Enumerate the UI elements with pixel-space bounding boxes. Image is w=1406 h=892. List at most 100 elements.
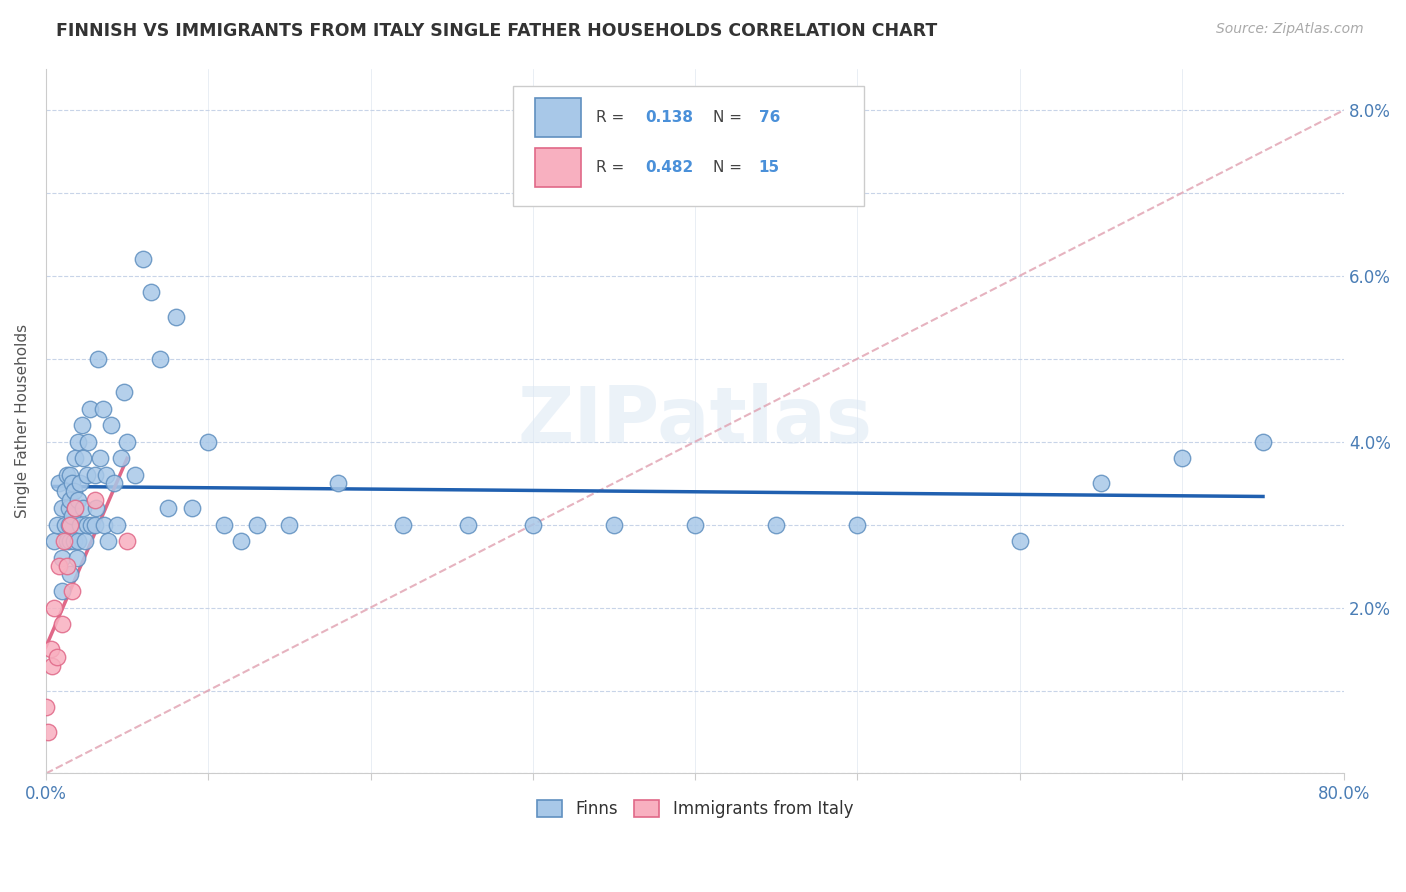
- Point: [63, 501, 86, 516]
- Point: [58, 501, 80, 516]
- Point: [110, 451, 132, 466]
- Point: [1171, 451, 1194, 466]
- Text: 15: 15: [759, 160, 780, 175]
- Text: N =: N =: [713, 160, 747, 175]
- Point: [603, 517, 626, 532]
- Point: [124, 467, 146, 482]
- Point: [70, 418, 93, 433]
- Point: [100, 418, 122, 433]
- Point: [59, 467, 82, 482]
- Point: [148, 351, 170, 366]
- Point: [392, 517, 415, 532]
- Point: [846, 517, 869, 532]
- Point: [73, 534, 96, 549]
- Point: [79, 401, 101, 416]
- Point: [60, 509, 83, 524]
- Point: [60, 476, 83, 491]
- Point: [83, 492, 105, 507]
- Point: [103, 476, 125, 491]
- Text: FINNISH VS IMMIGRANTS FROM ITALY SINGLE FATHER HOUSEHOLDS CORRELATION CHART: FINNISH VS IMMIGRANTS FROM ITALY SINGLE …: [56, 22, 938, 40]
- Point: [326, 476, 349, 491]
- Point: [51, 501, 73, 516]
- Point: [55, 517, 77, 532]
- Point: [67, 492, 90, 507]
- Point: [197, 434, 219, 449]
- Point: [83, 517, 105, 532]
- Point: [97, 534, 120, 549]
- Point: [89, 451, 111, 466]
- Point: [181, 501, 204, 516]
- Point: [66, 550, 89, 565]
- Text: R =: R =: [596, 111, 630, 126]
- Point: [59, 534, 82, 549]
- Point: [35, 700, 58, 714]
- Point: [41, 658, 63, 673]
- Point: [77, 434, 100, 449]
- Point: [55, 484, 77, 499]
- Point: [62, 484, 84, 499]
- Text: 0.482: 0.482: [645, 160, 695, 175]
- Point: [91, 401, 114, 416]
- Point: [39, 642, 62, 657]
- Point: [62, 534, 84, 549]
- Point: [522, 517, 544, 532]
- Text: N =: N =: [713, 111, 747, 126]
- Legend: Finns, Immigrants from Italy: Finns, Immigrants from Italy: [530, 794, 860, 825]
- Point: [59, 517, 82, 532]
- Point: [93, 517, 115, 532]
- Point: [229, 534, 252, 549]
- Point: [132, 252, 155, 267]
- Point: [115, 434, 138, 449]
- Text: R =: R =: [596, 160, 630, 175]
- Point: [83, 467, 105, 482]
- Point: [52, 534, 75, 549]
- Point: [156, 501, 179, 516]
- FancyBboxPatch shape: [513, 87, 863, 206]
- Point: [141, 285, 163, 300]
- Point: [56, 467, 79, 482]
- Point: [48, 559, 70, 574]
- Point: [67, 534, 90, 549]
- Point: [72, 501, 94, 516]
- Point: [42, 534, 65, 549]
- Point: [683, 517, 706, 532]
- Point: [246, 517, 269, 532]
- Point: [67, 434, 90, 449]
- Point: [278, 517, 301, 532]
- Point: [69, 517, 91, 532]
- Point: [51, 584, 73, 599]
- Point: [457, 517, 479, 532]
- Point: [112, 384, 135, 399]
- Point: [94, 467, 117, 482]
- Point: [165, 310, 187, 325]
- Text: 76: 76: [759, 111, 780, 126]
- Point: [84, 501, 107, 516]
- Point: [1008, 534, 1031, 549]
- FancyBboxPatch shape: [536, 148, 581, 186]
- Point: [59, 567, 82, 582]
- Point: [72, 451, 94, 466]
- Point: [69, 476, 91, 491]
- Point: [63, 501, 86, 516]
- Point: [56, 559, 79, 574]
- Point: [765, 517, 787, 532]
- Point: [87, 351, 110, 366]
- Point: [58, 517, 80, 532]
- Point: [42, 600, 65, 615]
- Point: [76, 517, 98, 532]
- FancyBboxPatch shape: [536, 98, 581, 137]
- Text: ZIPatlas: ZIPatlas: [517, 383, 873, 459]
- Point: [115, 534, 138, 549]
- Point: [46, 650, 69, 665]
- Point: [51, 550, 73, 565]
- Point: [105, 517, 128, 532]
- Point: [80, 517, 103, 532]
- Text: 0.138: 0.138: [645, 111, 693, 126]
- Point: [1251, 434, 1274, 449]
- Point: [76, 467, 98, 482]
- Point: [46, 517, 69, 532]
- Point: [51, 617, 73, 632]
- Y-axis label: Single Father Households: Single Father Households: [15, 324, 30, 518]
- Point: [56, 534, 79, 549]
- Point: [214, 517, 236, 532]
